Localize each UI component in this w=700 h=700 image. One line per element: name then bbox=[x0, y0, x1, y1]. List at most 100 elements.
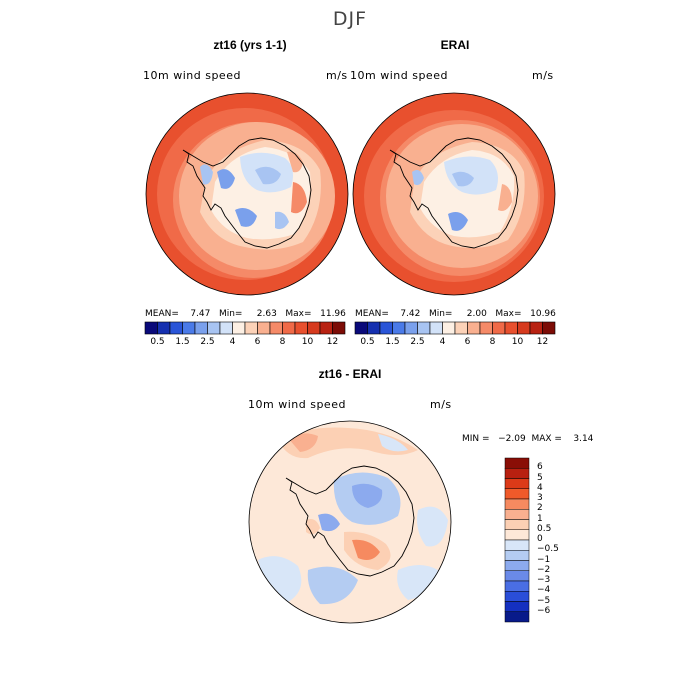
colorbar-erai-swatch bbox=[467, 321, 481, 335]
colorbar-diff-swatch bbox=[504, 478, 530, 489]
colorbar-diff-swatch bbox=[504, 519, 530, 530]
colorbar-model-label: 8 bbox=[279, 337, 286, 347]
colorbar-erai-swatch bbox=[517, 321, 531, 335]
colorbar-model bbox=[144, 321, 346, 335]
colorbar-erai-swatch bbox=[529, 321, 543, 335]
colorbar-model-label: 2.5 bbox=[200, 337, 215, 347]
colorbar-model-label: 0.5 bbox=[150, 337, 165, 347]
colorbar-model-swatch bbox=[157, 321, 171, 335]
colorbar-erai-label: 0.5 bbox=[360, 337, 375, 347]
stats-model: MEAN= 7.47 Min= 2.63 Max= 11.96 bbox=[145, 309, 346, 319]
colorbar-erai-label: 10 bbox=[511, 337, 524, 347]
colorbar-diff-label: 5 bbox=[537, 472, 543, 483]
colorbar-diff-label: −0.5 bbox=[537, 544, 559, 555]
map-model bbox=[145, 92, 349, 296]
season-title: DJF bbox=[332, 8, 368, 30]
colorbar-diff-swatch bbox=[504, 539, 530, 551]
colorbar-model-swatch bbox=[282, 321, 296, 335]
panel-variable-erai: 10m wind speed bbox=[350, 69, 448, 82]
colorbar-diff-label: −5 bbox=[537, 595, 551, 606]
panel-units-erai: m/s bbox=[532, 69, 554, 82]
colorbar-model-swatch bbox=[294, 321, 308, 335]
stats-erai: MEAN= 7.42 Min= 2.00 Max= 10.96 bbox=[355, 309, 556, 319]
colorbar-diff-swatch bbox=[504, 498, 530, 510]
colorbar-diff-swatch bbox=[504, 529, 530, 541]
colorbar-model-swatch bbox=[269, 321, 283, 335]
colorbar-model-swatch bbox=[144, 321, 158, 335]
panel-units-model: m/s bbox=[326, 69, 348, 82]
colorbar-diff-label: 0.5 bbox=[537, 523, 552, 534]
colorbar-erai-swatch bbox=[479, 321, 493, 335]
colorbar-erai-swatch bbox=[442, 321, 456, 335]
colorbar-model-label: 1.5 bbox=[175, 337, 190, 347]
colorbar-diff-label: 6 bbox=[537, 462, 543, 473]
colorbar-model-label: 4 bbox=[229, 337, 236, 347]
colorbar-erai-swatch bbox=[542, 321, 556, 335]
colorbar-model-swatch bbox=[307, 321, 321, 335]
colorbar-diff-swatch bbox=[504, 457, 530, 469]
panel-title-erai: ERAI bbox=[440, 38, 470, 52]
colorbar-erai-swatch bbox=[429, 321, 443, 335]
colorbar-diff-labels: 6 5 4 3 2 1 0.5 0 −0.5 −1 −2 −3 −4 −5 −6 bbox=[537, 458, 577, 622]
colorbar-diff-label: −1 bbox=[537, 554, 551, 565]
map-diff bbox=[248, 420, 452, 624]
colorbar-diff-swatch bbox=[504, 601, 530, 612]
colorbar-diff-swatch bbox=[504, 560, 530, 571]
colorbar-model-swatch bbox=[232, 321, 246, 335]
colorbar-erai-swatch bbox=[379, 321, 393, 335]
colorbar-diff-label: −3 bbox=[537, 575, 551, 585]
colorbar-diff-label: 0 bbox=[537, 534, 543, 544]
colorbar-diff-swatch bbox=[504, 468, 530, 479]
colorbar-erai-swatch bbox=[492, 321, 506, 335]
stats-diff: MIN = −2.09 MAX = 3.14 bbox=[462, 434, 594, 444]
colorbar-erai-swatch bbox=[354, 321, 368, 335]
colorbar-diff-label: 2 bbox=[537, 503, 543, 514]
colorbar-model-swatch bbox=[194, 321, 208, 335]
colorbar-erai-swatch bbox=[454, 321, 468, 335]
colorbar-erai-swatch bbox=[367, 321, 381, 335]
colorbar-diff-swatch bbox=[504, 550, 530, 561]
colorbar-diff-swatch bbox=[504, 570, 530, 582]
colorbar-erai-label: 12 bbox=[536, 337, 549, 347]
colorbar-model-labels: 0.5 1.5 2.5 4 6 8 10 12 bbox=[145, 337, 345, 349]
colorbar-erai bbox=[354, 321, 556, 335]
colorbar-model-swatch bbox=[244, 321, 258, 335]
panel-title-diff: zt16 - ERAI bbox=[318, 367, 382, 381]
colorbar-erai-label: 1.5 bbox=[385, 337, 400, 347]
colorbar-model-label: 6 bbox=[254, 337, 261, 347]
colorbar-erai-labels: 0.5 1.5 2.5 4 6 8 10 12 bbox=[355, 337, 555, 349]
colorbar-erai-label: 2.5 bbox=[410, 337, 425, 347]
colorbar-model-label: 10 bbox=[301, 337, 314, 347]
colorbar-diff-label: −2 bbox=[537, 564, 551, 575]
colorbar-diff-label: −6 bbox=[537, 605, 551, 616]
colorbar-erai-label: 6 bbox=[464, 337, 471, 347]
colorbar-diff-label: −4 bbox=[537, 585, 551, 596]
colorbar-diff-swatch bbox=[504, 488, 530, 500]
colorbar-erai-swatch bbox=[404, 321, 418, 335]
colorbar-model-label: 12 bbox=[326, 337, 339, 347]
panel-variable-model: 10m wind speed bbox=[143, 69, 241, 82]
colorbar-model-swatch bbox=[219, 321, 233, 335]
colorbar-model-swatch bbox=[332, 321, 346, 335]
colorbar-erai-label: 4 bbox=[439, 337, 446, 347]
colorbar-model-swatch bbox=[207, 321, 221, 335]
colorbar-erai-swatch bbox=[392, 321, 406, 335]
colorbar-model-swatch bbox=[169, 321, 183, 335]
colorbar-diff-swatch bbox=[504, 611, 530, 623]
colorbar-diff-swatch bbox=[504, 591, 530, 602]
colorbar-model-swatch bbox=[182, 321, 196, 335]
panel-variable-diff: 10m wind speed bbox=[248, 398, 346, 411]
map-erai bbox=[352, 92, 556, 296]
colorbar-erai-label: 8 bbox=[489, 337, 496, 347]
panel-units-diff: m/s bbox=[430, 398, 452, 411]
colorbar-model-swatch bbox=[257, 321, 271, 335]
colorbar-diff-label: 1 bbox=[537, 513, 543, 524]
colorbar-diff-label: 4 bbox=[537, 482, 543, 493]
colorbar-diff-swatch bbox=[504, 509, 530, 520]
colorbar-model-swatch bbox=[319, 321, 333, 335]
colorbar-diff-label: 3 bbox=[537, 493, 543, 503]
colorbar-diff bbox=[504, 457, 530, 623]
colorbar-diff-swatch bbox=[504, 580, 530, 592]
panel-title-model: zt16 (yrs 1-1) bbox=[213, 38, 287, 52]
colorbar-erai-swatch bbox=[417, 321, 431, 335]
